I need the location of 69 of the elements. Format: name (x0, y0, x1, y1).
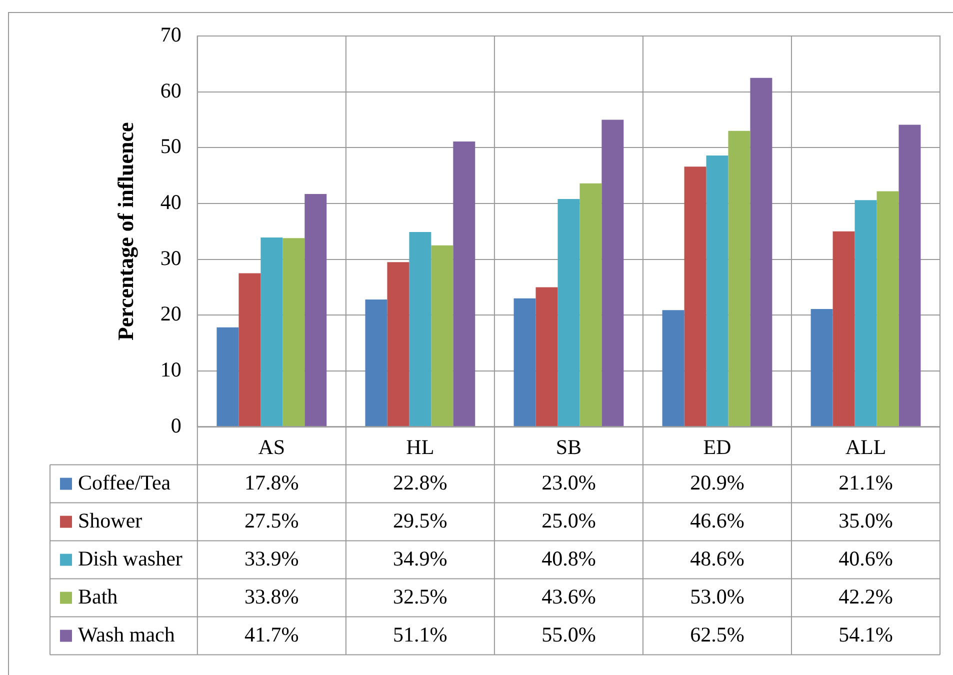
data-label: 46.6% (690, 508, 744, 532)
bar (602, 120, 624, 426)
bar (854, 200, 877, 426)
bar (387, 262, 410, 426)
bar (580, 183, 602, 426)
data-label: 54.1% (838, 622, 893, 646)
data-label: 17.8% (244, 470, 299, 494)
bar (810, 309, 833, 426)
bar (453, 142, 476, 426)
data-label: 35.0% (838, 508, 893, 532)
x-tick-label: SB (556, 434, 582, 459)
y-tick-label: 70 (160, 22, 182, 47)
bar (728, 130, 750, 426)
data-label: 22.8% (393, 470, 448, 494)
bar (684, 166, 706, 426)
data-label: 41.7% (244, 622, 299, 646)
data-label: 32.5% (393, 584, 448, 608)
bar (750, 78, 772, 426)
legend-label: Bath (78, 584, 118, 608)
data-label: 42.2% (838, 584, 893, 608)
bar (514, 298, 536, 426)
legend-label: Wash mach (78, 622, 176, 646)
x-tick-label: ALL (845, 434, 886, 459)
x-tick-label: HL (406, 434, 434, 459)
y-tick-label: 0 (170, 413, 182, 438)
y-tick-label: 50 (160, 134, 182, 158)
data-label: 55.0% (542, 622, 596, 646)
y-tick-label: 20 (160, 302, 182, 326)
bar (365, 300, 388, 426)
legend-label: Shower (78, 508, 142, 532)
x-tick-label: AS (258, 434, 286, 459)
y-tick-label: 60 (160, 78, 182, 102)
bar (260, 238, 283, 426)
legend-label: Dish washer (78, 546, 182, 570)
y-tick-label: 40 (160, 190, 182, 214)
y-axis-title: Percentage of influence (112, 122, 138, 341)
y-tick-label: 10 (160, 357, 182, 382)
data-label: 48.6% (690, 546, 744, 570)
data-label: 51.1% (393, 622, 448, 646)
data-label: 33.8% (244, 584, 299, 608)
y-tick-label: 30 (160, 246, 182, 270)
legend-label: Coffee/Tea (78, 470, 172, 494)
data-label: 53.0% (690, 584, 744, 608)
bar (536, 287, 558, 426)
data-label: 43.6% (542, 584, 596, 608)
data-label: 21.1% (838, 470, 893, 494)
x-tick-label: ED (703, 434, 732, 459)
bar (282, 238, 305, 426)
bar (238, 273, 261, 426)
bar (876, 191, 899, 426)
data-label: 27.5% (244, 508, 299, 532)
bar (558, 199, 580, 426)
bar (304, 194, 327, 426)
data-label: 25.0% (542, 508, 596, 532)
bar (898, 124, 921, 426)
bar (216, 327, 239, 426)
data-label: 29.5% (393, 508, 448, 532)
bar (409, 232, 432, 426)
bar (431, 245, 454, 426)
bar (706, 155, 728, 426)
data-label: 40.8% (542, 546, 596, 570)
data-label: 34.9% (393, 546, 448, 570)
data-label: 20.9% (690, 470, 744, 494)
data-label: 23.0% (542, 470, 596, 494)
bar (662, 310, 684, 426)
data-label: 62.5% (690, 622, 744, 646)
bar (832, 231, 855, 426)
data-label: 40.6% (838, 546, 893, 570)
data-label: 33.9% (244, 546, 299, 570)
